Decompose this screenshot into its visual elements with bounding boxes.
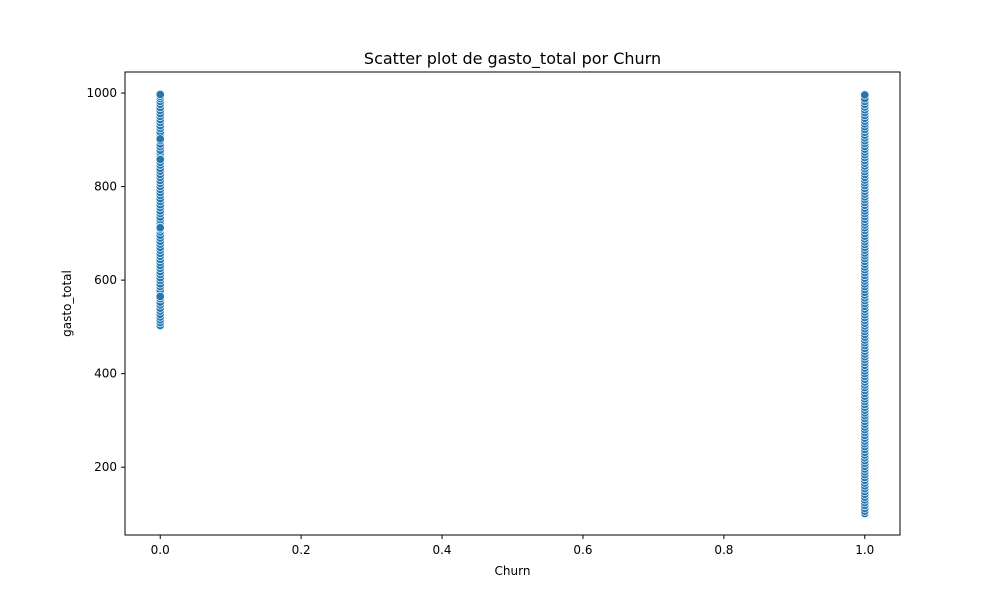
data-point [155,291,165,302]
y-tick-label: 1000 [86,86,117,100]
y-tick-label: 800 [94,180,117,194]
points-layer [155,89,870,519]
y-tick-label: 400 [94,367,117,381]
x-tick-label: 1.0 [855,543,874,557]
x-axis-label: Churn [495,564,531,578]
data-point [155,154,165,165]
x-tick-label: 0.8 [714,543,733,557]
y-tick-label: 600 [94,273,117,287]
x-tick-label: 0.4 [432,543,451,557]
x-tick-label: 0.2 [292,543,311,557]
chart-title: Scatter plot de gasto_total por Churn [364,49,661,69]
y-tick-label: 200 [94,460,117,474]
ticks-layer: 0.0 0.2 0.4 0.6 0.8 1.0 200 400 600 800 1000 [86,86,874,557]
y-axis-label: gasto_total [60,270,74,337]
data-point [155,223,165,233]
x-tick-label: 0.0 [151,543,170,557]
data-point [155,89,165,99]
data-point [860,90,870,100]
plot-frame [124,71,901,536]
data-point [155,134,165,144]
x-tick-label: 0.6 [573,543,592,557]
